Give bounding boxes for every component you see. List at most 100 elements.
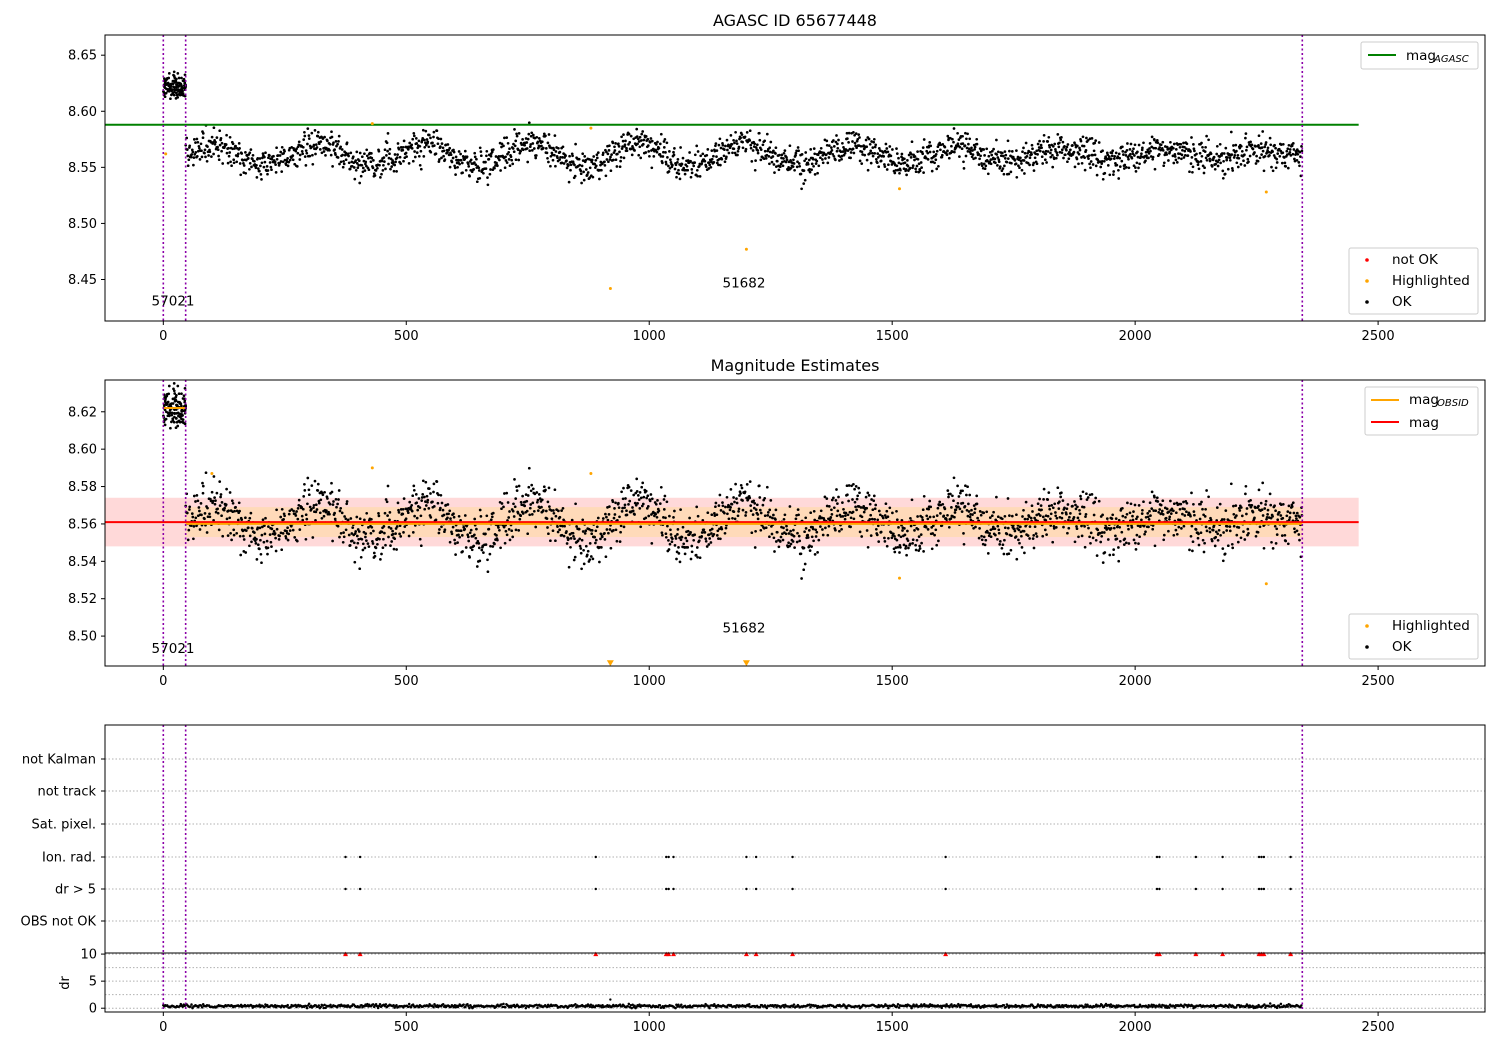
ok-point: [1142, 500, 1145, 504]
ok-point: [940, 153, 944, 157]
ok-point: [887, 163, 890, 167]
ok-point: [397, 508, 400, 512]
ok-point: [1117, 168, 1120, 172]
ok-point: [1190, 524, 1194, 528]
ok-point: [453, 542, 457, 545]
ok-point: [275, 527, 279, 531]
ok-point: [1292, 148, 1296, 151]
ok-point: [266, 546, 270, 550]
ok-point: [505, 533, 509, 537]
ok-point: [216, 511, 220, 515]
ok-point: [367, 156, 370, 160]
ok-point: [1117, 177, 1121, 180]
ok-point: [667, 164, 670, 168]
ok-point: [383, 160, 386, 163]
ok-point: [1080, 161, 1084, 165]
ok-point: [1035, 535, 1039, 538]
ok-point: [901, 529, 904, 532]
ok-point: [295, 147, 298, 151]
ok-point: [696, 514, 700, 518]
ok-point: [635, 127, 639, 131]
ok-point: [248, 161, 252, 165]
ok-point: [853, 133, 856, 137]
ok-point: [967, 142, 970, 146]
ok-point: [173, 86, 176, 89]
ok-point: [1196, 536, 1200, 540]
ok-point: [872, 494, 876, 498]
dr-point: [190, 1003, 193, 1006]
ok-point: [376, 542, 379, 546]
ok-point: [961, 142, 965, 145]
ok-point: [1005, 160, 1009, 164]
ok-point: [180, 420, 184, 424]
ok-point: [388, 518, 391, 522]
ok-point: [569, 163, 573, 167]
ok-point: [607, 531, 610, 535]
ok-point: [679, 146, 682, 149]
ok-point: [934, 158, 938, 162]
ok-point: [914, 543, 917, 547]
ok-point: [872, 499, 876, 503]
ok-point: [1298, 538, 1301, 542]
ok-point: [272, 529, 276, 533]
ok-point: [296, 507, 300, 510]
ok-point: [1221, 169, 1225, 173]
ok-point: [286, 526, 289, 530]
ok-point: [695, 505, 699, 509]
ok-point: [1235, 533, 1239, 537]
ok-point: [865, 506, 869, 510]
ok-point: [1085, 492, 1088, 496]
ok-point: [480, 548, 484, 552]
ok-point: [477, 546, 481, 550]
ok-point: [1167, 529, 1170, 533]
ok-point: [780, 153, 784, 157]
ok-point: [513, 128, 516, 131]
ok-point: [720, 527, 724, 531]
dr-point: [289, 1005, 292, 1009]
ok-point: [1112, 173, 1115, 176]
ok-point: [1210, 539, 1214, 543]
ok-point: [468, 531, 472, 535]
ok-point: [402, 497, 406, 500]
ok-point: [980, 538, 984, 542]
ok-point: [1030, 153, 1033, 156]
ok-point: [787, 166, 790, 169]
ok-point: [583, 155, 587, 158]
ok-point: [170, 88, 174, 91]
ok-point: [749, 143, 753, 147]
ok-point: [623, 506, 626, 510]
ok-point: [734, 130, 737, 134]
ok-point: [755, 143, 759, 147]
ok-point: [606, 152, 610, 156]
ok-point: [814, 528, 818, 532]
ok-point: [1277, 511, 1281, 514]
ok-point: [442, 154, 445, 158]
ok-point: [386, 132, 390, 135]
ok-point: [1198, 151, 1202, 155]
ok-point: [421, 479, 425, 483]
ok-point: [675, 550, 679, 554]
ok-point: [931, 532, 935, 535]
ok-point: [511, 162, 515, 166]
ok-point: [279, 515, 283, 519]
ok-point: [1182, 500, 1185, 504]
ok-point: [907, 546, 910, 550]
flag-point: [1262, 887, 1266, 891]
ok-point: [338, 162, 341, 166]
ok-point: [838, 529, 841, 533]
ok-point: [558, 515, 562, 519]
ok-point: [581, 530, 585, 533]
ok-point: [391, 160, 395, 164]
ok-point: [756, 513, 760, 516]
ok-point: [986, 172, 990, 176]
flag-point: [358, 855, 362, 859]
ok-point: [534, 525, 538, 529]
ok-point: [219, 137, 223, 140]
ok-point: [358, 517, 362, 521]
ok-point: [815, 159, 819, 163]
ok-point: [350, 532, 354, 535]
ok-point: [536, 140, 540, 144]
ok-point: [656, 140, 659, 144]
ok-point: [628, 141, 632, 144]
ok-point: [525, 499, 529, 503]
